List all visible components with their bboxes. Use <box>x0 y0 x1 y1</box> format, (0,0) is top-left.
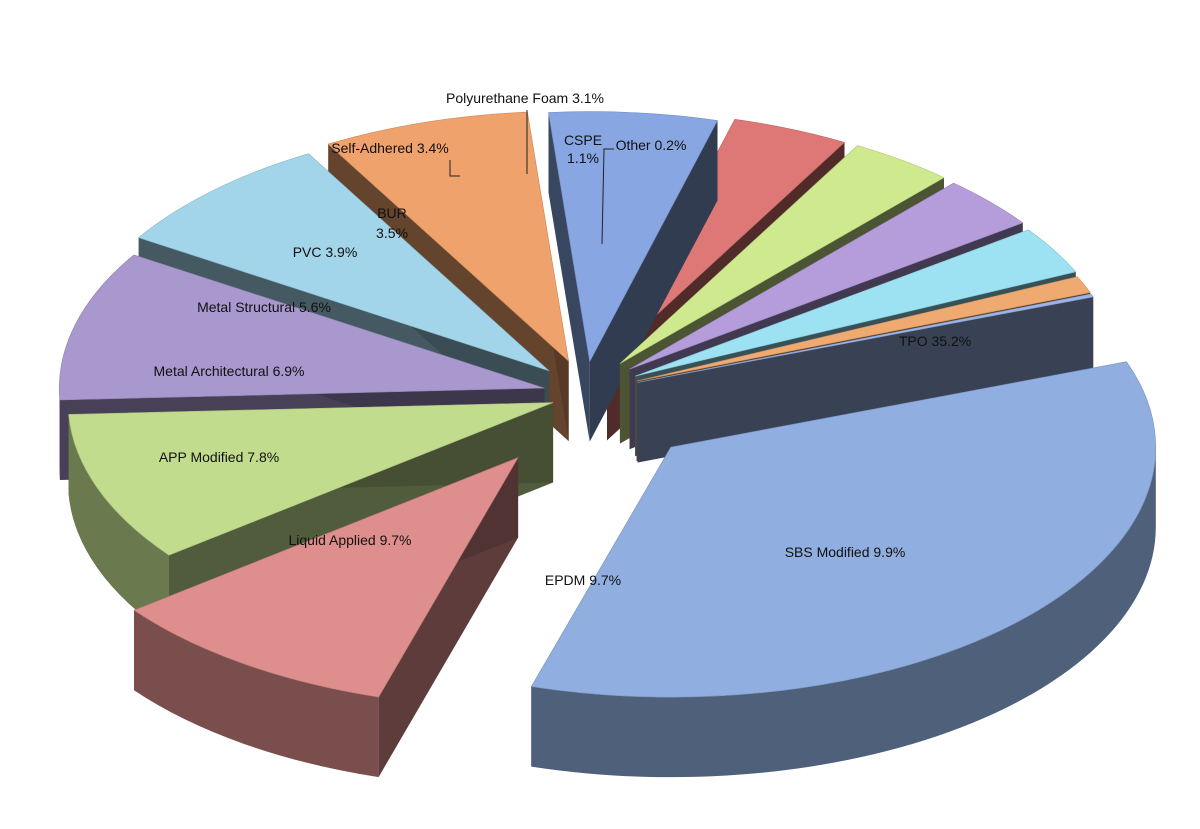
slice-epdm <box>68 402 554 636</box>
slice-app-modified-top <box>137 153 550 372</box>
slice-metal-structural-top <box>548 111 718 363</box>
slice-tpo <box>530 361 1156 778</box>
slice-epdm-rim <box>68 414 169 636</box>
slice-polyurethane-foam-top <box>634 229 1077 377</box>
slice-tpo-top <box>530 361 1156 698</box>
slice-top-layer <box>59 111 1156 778</box>
slice-self-adhered-top <box>629 182 1024 370</box>
slice-bur-top <box>619 145 945 364</box>
slice-other <box>637 293 1094 463</box>
slice-label-app-modified: APP Modified 7.8% <box>159 449 279 465</box>
slice-labels: TPO 35.2% SBS Modified 9.9% EPDM 9.7% Liqui… <box>154 90 972 588</box>
slice-sbs-modified-rim <box>134 610 379 778</box>
slice-pvc-top <box>606 118 846 361</box>
slice-epdm-top <box>68 402 554 556</box>
slice-label-liquid-applied: Liquid Applied 9.7% <box>289 532 412 548</box>
slice-metal-structural-side-end <box>589 120 718 442</box>
slice-liquid-applied-top <box>59 254 545 401</box>
slice-metal-structural-side-start <box>548 112 590 442</box>
slice-label-epdm: EPDM 9.7% <box>545 572 621 588</box>
slice-label-other: Other 0.2% <box>616 137 687 153</box>
slice-label-bur: BUR 3.5% <box>376 205 408 241</box>
leader-line-self-adhered <box>449 160 460 177</box>
slice-metal-architectural-top <box>327 111 570 362</box>
slice-label-cspe: CSPE 1.1% <box>564 132 602 166</box>
slice-other-top <box>637 293 1094 383</box>
slice-sbs-modified <box>133 457 519 778</box>
slice-sbs-modified-top <box>133 457 519 698</box>
slice-label-metal-structural: Metal Structural 5.6% <box>197 299 331 315</box>
slice-tpo-rim <box>531 447 1156 778</box>
leader-line-other <box>601 148 614 245</box>
slice-liquid-applied-rim <box>59 388 60 480</box>
slice-cspe-top <box>636 276 1091 382</box>
slice-label-metal-architectural: Metal Architectural 6.9% <box>154 363 305 379</box>
slice-label-tpo: TPO 35.2% <box>899 333 971 349</box>
slice-metal-structural <box>548 111 718 442</box>
slice-other-side-end <box>637 296 1094 463</box>
slice-label-sbs-modified: SBS Modified 9.9% <box>785 544 906 560</box>
slice-label-self-adhered: Self-Adhered 3.4% <box>331 140 449 156</box>
slice-label-polyurethane-foam: Polyurethane Foam 3.1% <box>446 90 604 106</box>
slice-label-pvc: PVC 3.9% <box>293 244 358 260</box>
leader-lines <box>449 110 614 245</box>
